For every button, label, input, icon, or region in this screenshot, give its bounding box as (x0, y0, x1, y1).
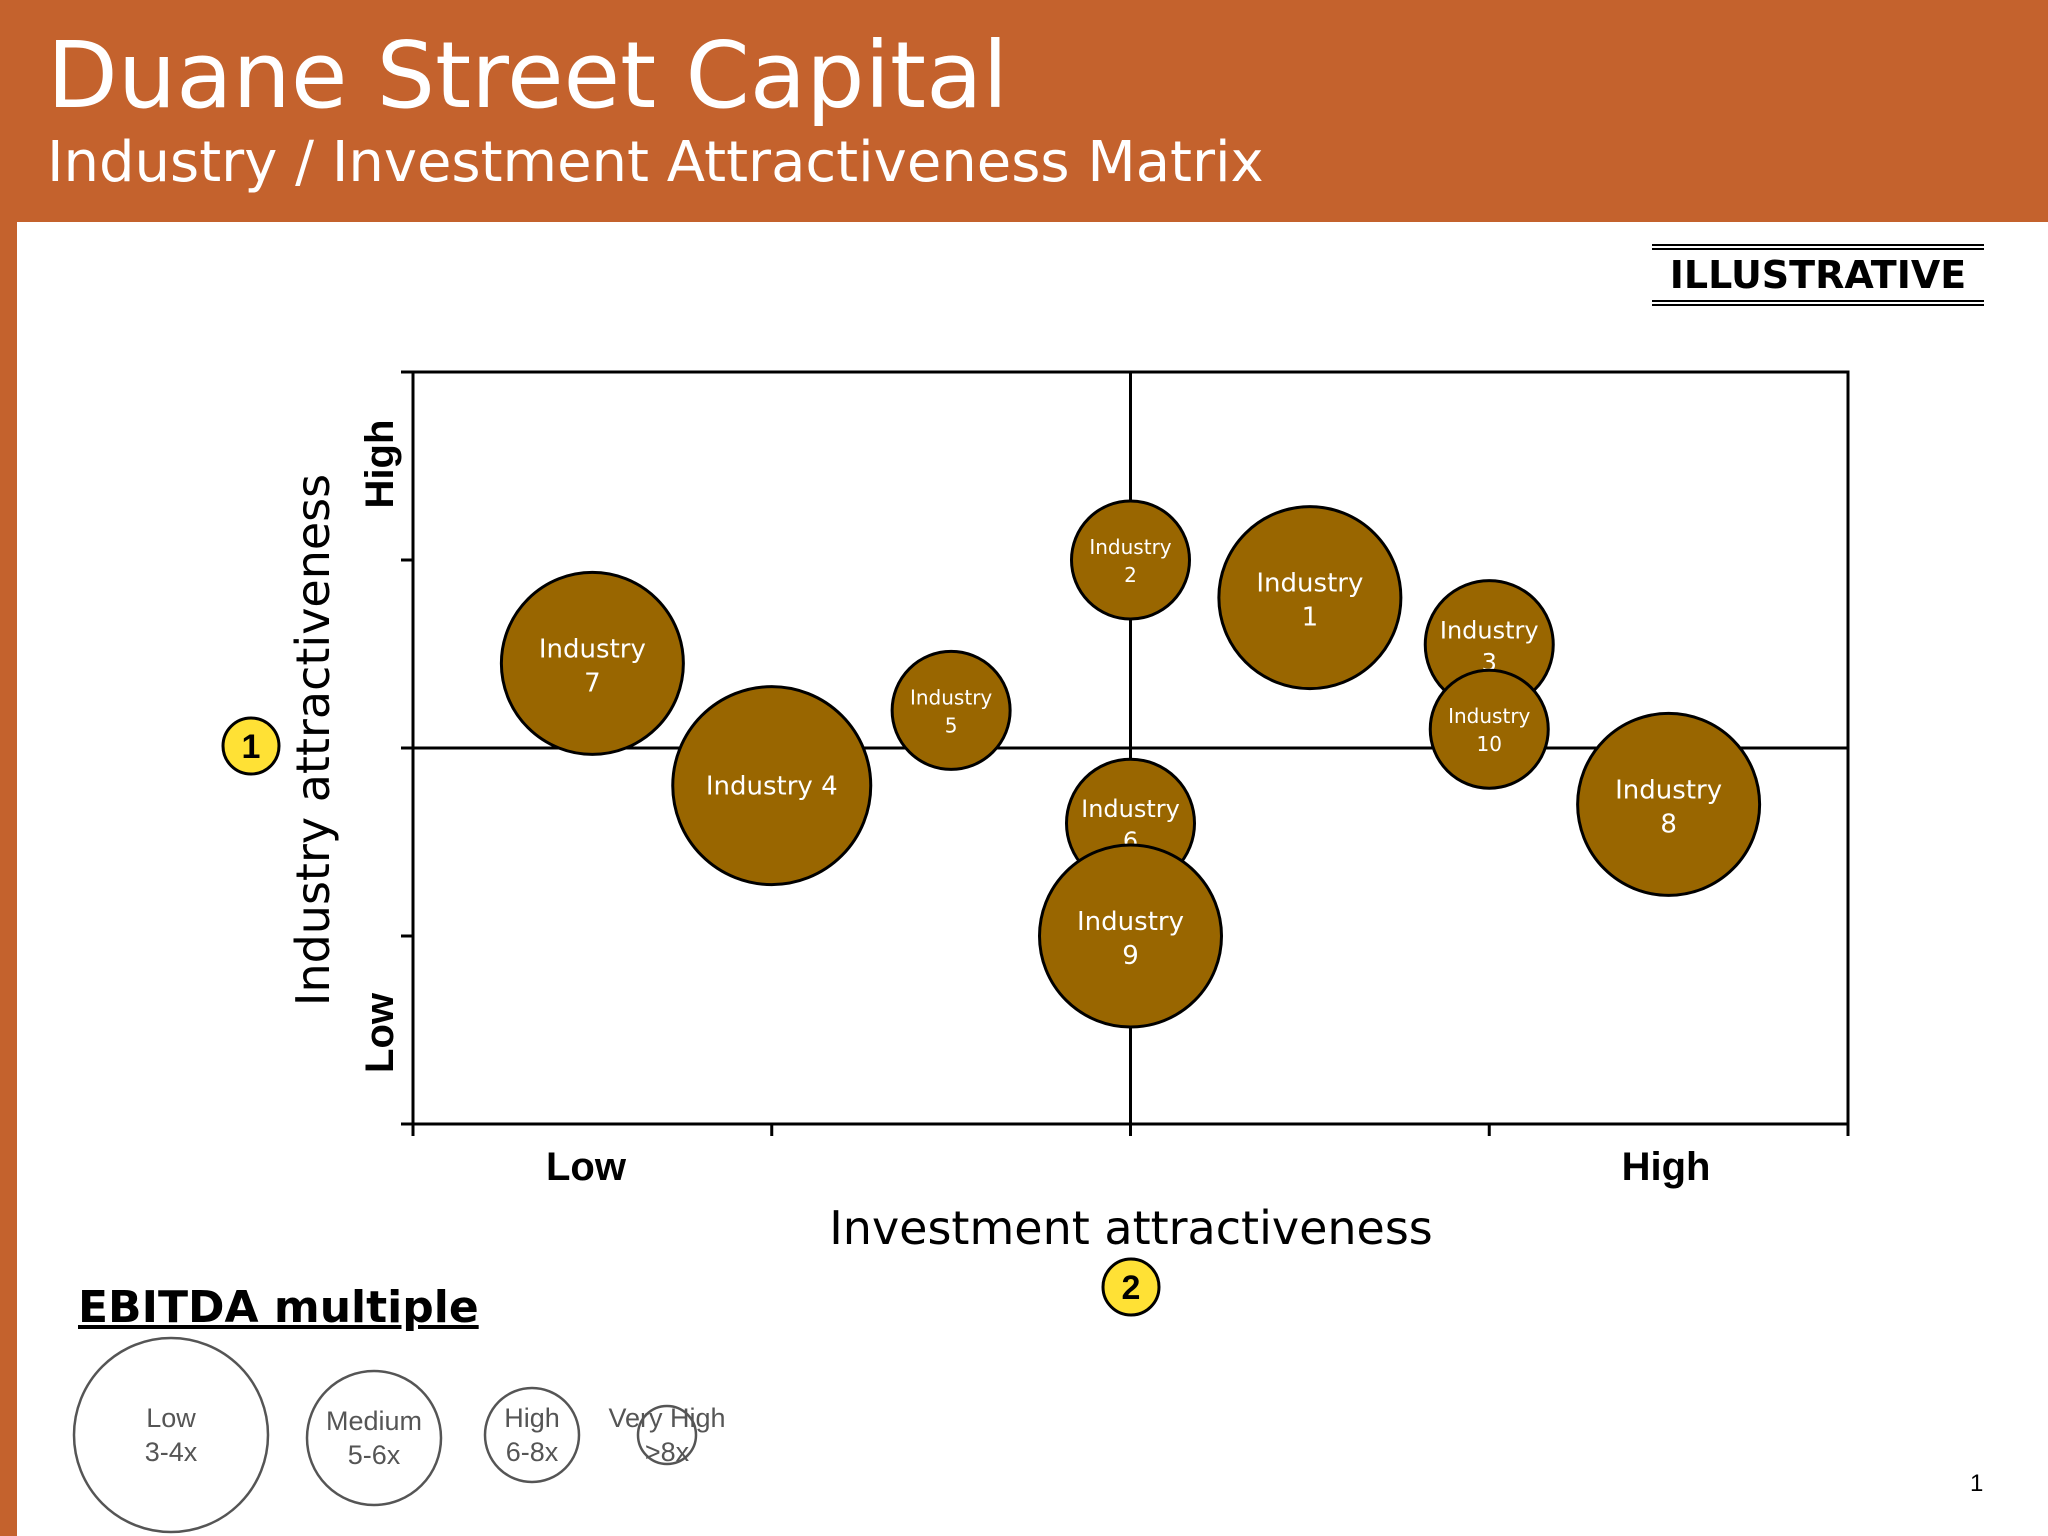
legend-name-very-high: Very High (608, 1403, 725, 1433)
left-accent-strip (0, 222, 17, 1536)
y-tick-label-low: Low (358, 992, 402, 1073)
company-name: Duane Street Capital (47, 22, 1009, 129)
legend-range-very-high: >8x (645, 1437, 690, 1467)
industry-9-label-line2: 9 (1122, 941, 1139, 971)
industry-10-label-line1: Industry (1448, 704, 1530, 728)
slide-subtitle: Industry / Investment Attractiveness Mat… (47, 130, 1264, 195)
industry-10-bubble (1428, 668, 1550, 790)
step-marker-label-1: 1 (242, 728, 261, 766)
industry-4-bubble (671, 685, 873, 887)
legend-bubble-medium (305, 1369, 443, 1507)
legend-name-medium: Medium (326, 1406, 422, 1436)
x-tick-label-low: Low (546, 1145, 627, 1189)
industry-8-bubble (1576, 711, 1762, 897)
legend-bubble-high (483, 1386, 581, 1484)
step-marker-label-2: 2 (1122, 1269, 1141, 1307)
industry-1-bubble (1217, 505, 1403, 691)
legend-bubble-low (72, 1336, 270, 1534)
industry-5-bubble (890, 649, 1012, 771)
y-tick-label-high: High (358, 420, 402, 509)
industry-8-label-line1: Industry (1615, 775, 1722, 805)
illustrative-badge: ILLUSTRATIVE (1652, 244, 1984, 306)
x-tick-label-high: High (1622, 1145, 1711, 1189)
industry-10-label-line2: 10 (1477, 732, 1502, 756)
legend-bubble-very-high (636, 1404, 698, 1466)
legend-range-medium: 5-6x (348, 1440, 401, 1470)
industry-9-label-line1: Industry (1077, 907, 1184, 937)
industry-2-label-line2: 2 (1124, 563, 1137, 587)
page-number: 1 (1970, 1470, 1984, 1497)
industry-7-label-line1: Industry (539, 634, 646, 664)
industry-2-bubble (1070, 499, 1191, 621)
industry-2-label-line1: Industry (1089, 535, 1171, 559)
industry-4-label: Industry 4 (706, 772, 838, 802)
industry-7-label-line2: 7 (584, 668, 601, 698)
legend-name-low: Low (146, 1403, 196, 1433)
step-marker-2 (1101, 1257, 1161, 1317)
legend-title: EBITDA multiple (78, 1282, 479, 1333)
legend-range-low: 3-4x (145, 1437, 198, 1467)
industry-6-label-line1: Industry (1081, 795, 1180, 823)
industry-3-label-line1: Industry (1440, 617, 1539, 645)
industry-5-label-line2: 5 (945, 713, 958, 737)
y-axis-label: Industry attractiveness (286, 474, 340, 1006)
legend-name-high: High (504, 1403, 560, 1433)
legend-range-high: 6-8x (506, 1437, 559, 1467)
industry-8-label-line2: 8 (1660, 809, 1677, 839)
industry-7-bubble (499, 570, 685, 756)
x-axis-label: Investment attractiveness (829, 1201, 1433, 1255)
step-marker-1 (221, 716, 281, 776)
industry-9-bubble (1038, 843, 1223, 1029)
industry-1-label-line1: Industry (1256, 569, 1363, 599)
industry-5-label-line1: Industry (910, 685, 992, 709)
industry-1-label-line2: 1 (1302, 603, 1319, 633)
header-banner (0, 0, 2048, 222)
